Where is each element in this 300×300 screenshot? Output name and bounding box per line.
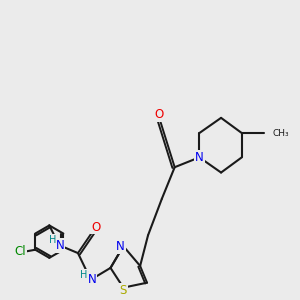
Text: O: O	[91, 220, 100, 233]
Text: Cl: Cl	[15, 245, 26, 258]
Text: H: H	[80, 270, 88, 280]
Text: H: H	[49, 235, 56, 245]
Text: N: N	[87, 273, 96, 286]
Text: N: N	[56, 239, 64, 252]
Text: S: S	[120, 284, 127, 297]
Text: N: N	[116, 240, 125, 253]
Text: N: N	[195, 151, 204, 164]
Text: O: O	[154, 108, 164, 122]
Text: CH₃: CH₃	[272, 129, 289, 138]
